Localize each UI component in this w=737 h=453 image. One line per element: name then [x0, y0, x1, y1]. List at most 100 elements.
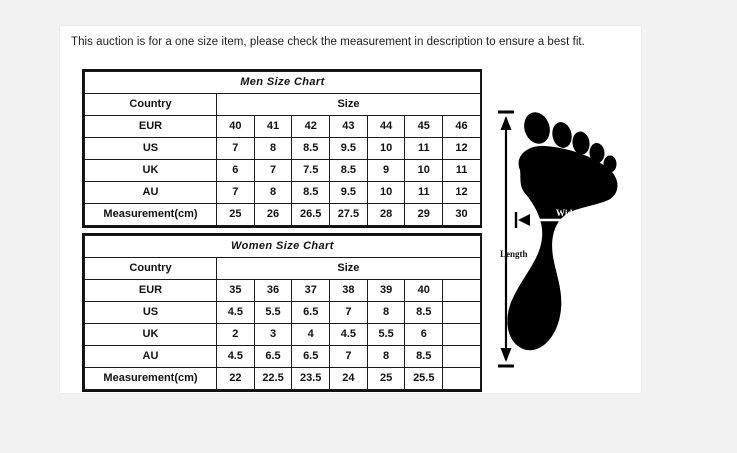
men-cell-au-2: 8.5: [291, 181, 331, 204]
men-cell-measurement-5: 29: [404, 203, 444, 226]
men-cell-eur-5: 45: [404, 115, 444, 138]
women-cell-uk-5: 6: [404, 323, 444, 346]
men-cell-measurement-6: 30: [442, 203, 481, 226]
women-cell-us-1: 5.5: [253, 301, 293, 324]
women-cell-us-2: 6.5: [291, 301, 331, 324]
women-row-label-eur: EUR: [84, 279, 217, 302]
women-cell-measurement-1: 22.5: [253, 367, 293, 390]
women-cell-au-5: 8.5: [404, 345, 444, 368]
table-row: EUR 40 41 42 43 44 45 46: [84, 115, 481, 138]
women-size-chart: Women Size Chart Country Size EUR 35 36 …: [82, 233, 482, 392]
toe-fourth-icon: [589, 143, 605, 163]
table-row: Measurement(cm) 25 26 26.5 27.5 28 29 30: [84, 203, 481, 226]
women-cell-measurement-2: 23.5: [291, 367, 331, 390]
men-size-header: Size: [216, 93, 481, 116]
women-cell-eur-3: 38: [329, 279, 368, 302]
men-cell-eur-4: 44: [366, 115, 406, 138]
women-cell-measurement-0: 22: [216, 367, 255, 390]
toe-third-icon: [572, 131, 590, 155]
width-arrow-icon: [514, 212, 608, 228]
men-cell-us-2: 8.5: [291, 137, 331, 160]
men-row-label-measurement: Measurement(cm): [84, 203, 217, 226]
women-cell-measurement-6: [442, 367, 481, 390]
women-row-label-uk: UK: [84, 323, 217, 346]
men-cell-us-6: 12: [442, 137, 481, 160]
women-cell-eur-2: 37: [291, 279, 331, 302]
women-cell-au-1: 6.5: [253, 345, 293, 368]
women-cell-uk-2: 4: [291, 323, 331, 346]
men-cell-au-5: 11: [404, 181, 444, 204]
width-label: Width: [556, 208, 581, 218]
men-cell-us-1: 8: [253, 137, 293, 160]
women-cell-au-4: 8: [366, 345, 406, 368]
women-cell-us-4: 8: [366, 301, 406, 324]
table-row: Measurement(cm) 22 22.5 23.5 24 25 25.5: [84, 367, 481, 390]
women-chart-title: Women Size Chart: [84, 235, 481, 258]
men-cell-eur-3: 43: [329, 115, 368, 138]
men-cell-us-3: 9.5: [329, 137, 368, 160]
men-cell-uk-0: 6: [216, 159, 255, 182]
men-cell-uk-2: 7.5: [291, 159, 331, 182]
men-row-label-au: AU: [84, 181, 217, 204]
men-cell-us-5: 11: [404, 137, 444, 160]
length-label: Length: [500, 249, 528, 259]
women-row-label-au: AU: [84, 345, 217, 368]
men-cell-uk-4: 9: [366, 159, 406, 182]
table-row: AU 4.5 6.5 6.5 7 8 8.5: [84, 345, 481, 368]
women-cell-measurement-3: 24: [329, 367, 368, 390]
men-chart-title: Men Size Chart: [84, 71, 481, 94]
men-cell-uk-5: 10: [404, 159, 444, 182]
foot-sole-icon: [507, 145, 618, 351]
table-row: UK 6 7 7.5 8.5 9 10 11: [84, 159, 481, 182]
women-cell-au-6: [442, 345, 481, 368]
women-cell-us-6: [442, 301, 481, 324]
men-size-chart: Men Size Chart Country Size EUR 40 41 42…: [82, 69, 482, 228]
women-cell-au-2: 6.5: [291, 345, 331, 368]
length-arrow-icon: [498, 110, 514, 368]
women-cell-measurement-5: 25.5: [404, 367, 444, 390]
men-row-label-us: US: [84, 137, 217, 160]
table-row: US 4.5 5.5 6.5 7 8 8.5: [84, 301, 481, 324]
women-cell-us-0: 4.5: [216, 301, 255, 324]
women-cell-uk-1: 3: [253, 323, 293, 346]
women-cell-au-3: 7: [329, 345, 368, 368]
foot-measurement-diagram: Length Width: [494, 104, 634, 374]
toe-big-icon: [524, 112, 550, 144]
women-row-label-measurement: Measurement(cm): [84, 367, 217, 390]
footprint-icon: [498, 110, 618, 368]
women-country-header: Country: [84, 257, 217, 280]
men-cell-uk-1: 7: [253, 159, 293, 182]
table-row: EUR 35 36 37 38 39 40: [84, 279, 481, 302]
men-cell-au-3: 9.5: [329, 181, 368, 204]
table-row-title: Women Size Chart: [84, 235, 481, 258]
toe-second-icon: [552, 122, 572, 148]
men-cell-au-4: 10: [366, 181, 406, 204]
men-row-label-uk: UK: [84, 159, 217, 182]
women-cell-eur-6: [442, 279, 481, 302]
men-cell-measurement-1: 26: [253, 203, 293, 226]
women-cell-eur-5: 40: [404, 279, 444, 302]
table-row: US 7 8 8.5 9.5 10 11 12: [84, 137, 481, 160]
women-row-label-us: US: [84, 301, 217, 324]
women-cell-us-5: 8.5: [404, 301, 444, 324]
men-country-header: Country: [84, 93, 217, 116]
men-cell-uk-3: 8.5: [329, 159, 368, 182]
table-row-header: Country Size: [84, 93, 481, 116]
men-cell-au-1: 8: [253, 181, 293, 204]
men-row-label-eur: EUR: [84, 115, 217, 138]
men-cell-uk-6: 11: [442, 159, 481, 182]
women-cell-uk-4: 5.5: [366, 323, 406, 346]
women-cell-eur-4: 39: [366, 279, 406, 302]
women-cell-us-3: 7: [329, 301, 368, 324]
table-row-header: Country Size: [84, 257, 481, 280]
men-cell-measurement-2: 26.5: [291, 203, 331, 226]
men-cell-eur-1: 41: [253, 115, 293, 138]
women-cell-uk-3: 4.5: [329, 323, 368, 346]
men-cell-au-0: 7: [216, 181, 255, 204]
women-cell-uk-0: 2: [216, 323, 255, 346]
women-cell-measurement-4: 25: [366, 367, 406, 390]
men-cell-us-4: 10: [366, 137, 406, 160]
men-cell-measurement-3: 27.5: [329, 203, 368, 226]
men-cell-eur-0: 40: [216, 115, 255, 138]
